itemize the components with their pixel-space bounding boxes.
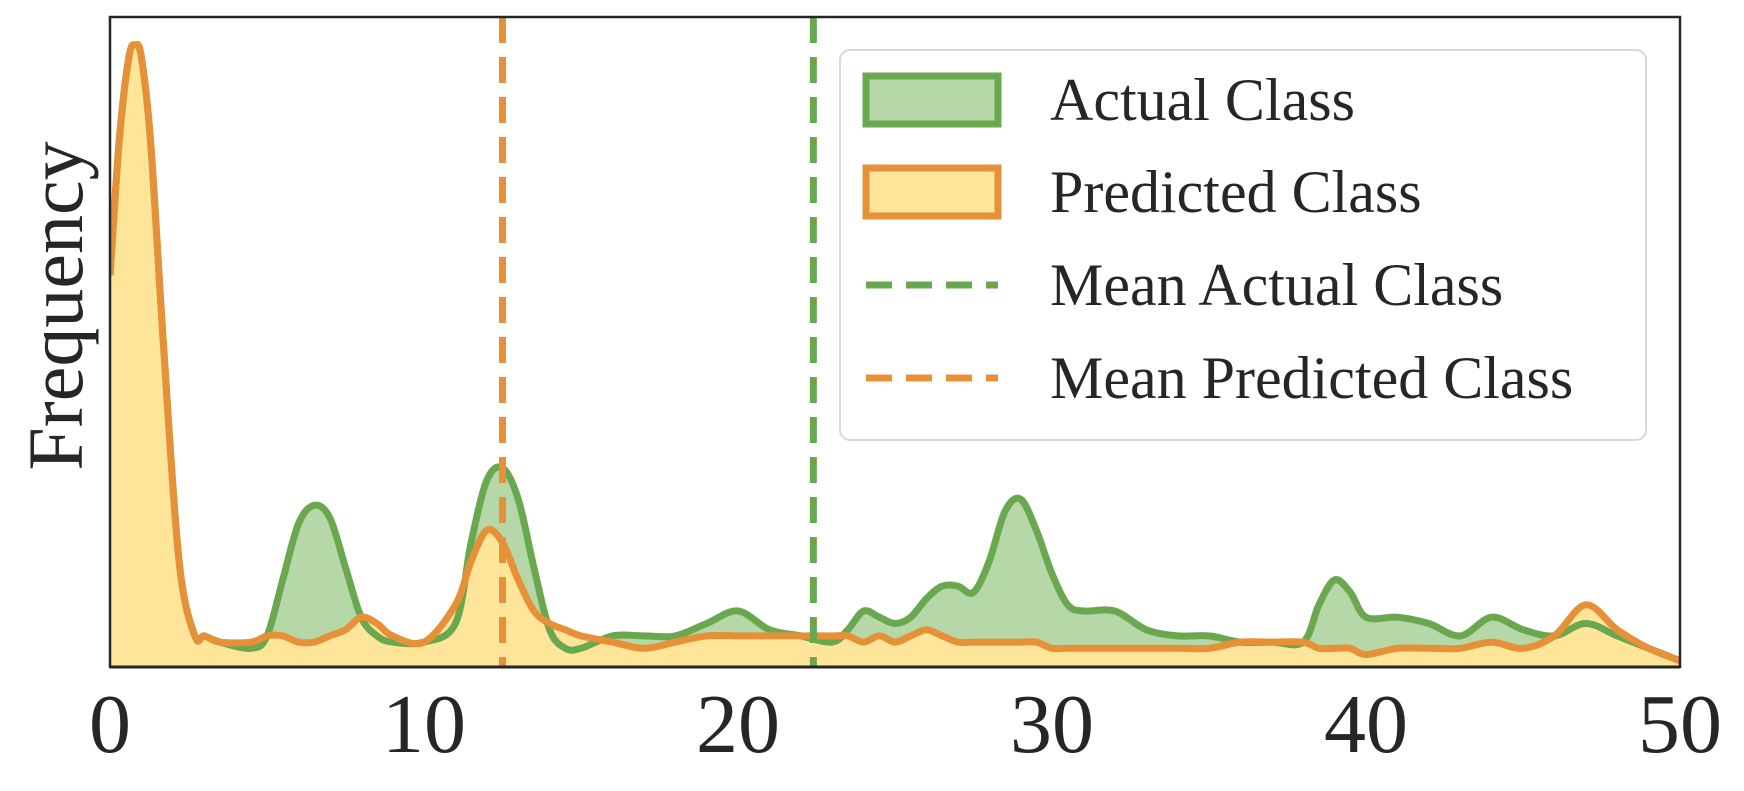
x-tick-label: 20: [696, 678, 780, 771]
x-tick-label: 10: [382, 678, 466, 771]
legend-box: [839, 49, 1647, 441]
legend-swatch-actual-class: [862, 72, 1002, 128]
legend-label-actual-class: Actual Class: [1050, 67, 1355, 133]
predicted-class-line: [110, 41, 1680, 665]
actual-class-line: [110, 41, 1680, 665]
legend-label-predicted-class: Predicted Class: [1050, 159, 1422, 225]
legend-label-mean-predicted-class: Mean Predicted Class: [1050, 345, 1573, 411]
x-tick-label: 0: [89, 678, 131, 771]
plot-area: [110, 17, 1680, 667]
legend-swatch-predicted-class: [862, 164, 1002, 220]
y-axis-label: Frequency: [12, 141, 99, 470]
axes: 0 10 20 30 40 50: [89, 15, 1722, 771]
legend-label-mean-actual-class: Mean Actual Class: [1050, 252, 1503, 318]
x-tick-label: 40: [1324, 678, 1408, 771]
legend: Actual Class Predicted Class Mean Actual C…: [839, 49, 1647, 441]
x-tick-label: 30: [1010, 678, 1094, 771]
x-tick-label: 50: [1638, 678, 1722, 771]
